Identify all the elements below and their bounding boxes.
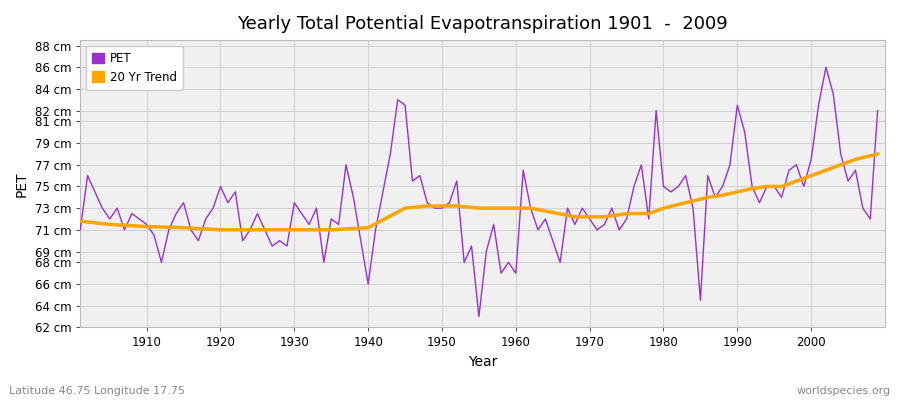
X-axis label: Year: Year	[468, 355, 498, 369]
Y-axis label: PET: PET	[15, 171, 29, 196]
Text: worldspecies.org: worldspecies.org	[796, 386, 891, 396]
Title: Yearly Total Potential Evapotranspiration 1901  -  2009: Yearly Total Potential Evapotranspiratio…	[238, 15, 728, 33]
Text: Latitude 46.75 Longitude 17.75: Latitude 46.75 Longitude 17.75	[9, 386, 185, 396]
Legend: PET, 20 Yr Trend: PET, 20 Yr Trend	[86, 46, 183, 90]
